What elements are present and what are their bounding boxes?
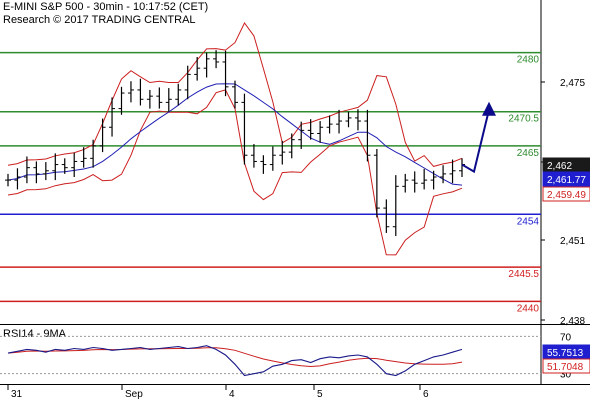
rsi-badge-text: 55.7513 [547, 348, 584, 359]
rsi-ma-line [7, 347, 463, 368]
level-label-0: 2480 [517, 55, 540, 66]
price-bar [459, 158, 465, 177]
price-bar [222, 50, 229, 97]
price-bar [165, 88, 172, 112]
rsi-badge-blue: 55.7513 [542, 344, 590, 360]
price-bar [203, 52, 210, 78]
price-bar [269, 146, 276, 171]
price-bar [288, 133, 295, 159]
level-label-3: 2454 [517, 216, 540, 227]
support-resistance-levels: 2480 2470.5 2465 2454 2445.5 2440 [0, 51, 541, 314]
price-bar [317, 121, 324, 143]
rsi-title: RSI14 - 9MA [3, 328, 67, 340]
time-tick-label: 31 [11, 389, 23, 400]
price-bar [52, 153, 59, 181]
rsi-badge-bg [542, 358, 590, 374]
price-bar [402, 173, 409, 193]
rsi-tick-label: 70 [560, 332, 572, 343]
price-bar [241, 93, 248, 165]
panel-frames [0, 0, 590, 385]
price-bar [440, 165, 447, 184]
price-badge-blue: 2,461.77 [542, 171, 590, 187]
price-tick-label: 2,451 [560, 236, 585, 247]
price-bar [109, 97, 116, 137]
rsi-line [7, 345, 463, 377]
price-bar [80, 147, 87, 168]
price-bar [146, 89, 153, 109]
chart-title: E-MINI S&P 500 - 30min - 10:17:52 (CET) [3, 1, 209, 13]
rsi-badge-red: 51.7048 [542, 358, 590, 374]
price-bar [175, 83, 182, 106]
price-bar [232, 80, 238, 109]
price-badges: 2,462 2,461.77 2,459.49 [542, 157, 590, 202]
time-tick-label: 5 [317, 389, 323, 400]
price-badge-bg [542, 186, 590, 202]
price-bar [373, 149, 380, 218]
price-bar [14, 168, 21, 190]
lower-band [7, 89, 463, 256]
arrow-shaft [461, 109, 490, 174]
rsi-badge-text: 51.7048 [547, 362, 584, 373]
price-badge-bg [542, 171, 590, 187]
price-bar [250, 144, 257, 168]
price-bar [156, 87, 163, 109]
time-tick-label: 6 [423, 389, 429, 400]
price-bar [383, 199, 390, 233]
price-badge-dark: 2,462 [542, 157, 590, 173]
price-bar [279, 140, 286, 165]
price-bar [421, 168, 428, 190]
price-bar [127, 81, 134, 103]
price-bar [354, 109, 361, 131]
price-bar [392, 175, 399, 237]
price-badge-text: 2,461.77 [547, 175, 586, 186]
price-bar [345, 111, 352, 128]
rsi-tick-label: 30 [560, 370, 572, 381]
level-label-5: 2440 [517, 303, 540, 314]
price-bar [23, 156, 30, 184]
level-label-1: 2470.5 [508, 114, 539, 125]
level-label-2: 2465 [517, 148, 540, 159]
level-label-4: 2445.5 [508, 269, 539, 280]
price-tick-label: 2,475 [560, 78, 585, 89]
price-bar [307, 119, 314, 140]
bollinger-bands [7, 22, 463, 256]
rsi-panel: RSI14 - 9MA 70 30 55.7513 51.7048 [0, 328, 590, 381]
price-bar [137, 78, 144, 106]
time-tick-label: 4 [229, 389, 235, 400]
projection-arrow [461, 101, 496, 174]
price-bar [298, 121, 305, 150]
price-bar [71, 152, 78, 177]
price-bar [5, 173, 11, 187]
price-badge-text: 2,459.49 [547, 190, 586, 201]
price-bar [194, 56, 201, 81]
price-bar [33, 161, 40, 184]
price-bar [411, 171, 418, 193]
price-bar [260, 155, 267, 174]
arrow-head [482, 101, 496, 116]
price-badge-text: 2,462 [547, 161, 572, 172]
price-bar [336, 109, 343, 134]
price-bar [90, 139, 97, 168]
price-bar [42, 162, 49, 181]
copyright-line: Research © 2017 TRADING CENTRAL [3, 14, 196, 26]
price-bar [184, 65, 191, 100]
price-bar [430, 170, 437, 190]
price-bar [364, 109, 371, 162]
price-bar [118, 86, 125, 115]
time-tick-label: Sep [125, 389, 143, 400]
price-bar [449, 159, 456, 184]
price-bar [326, 115, 333, 134]
price-badge-red: 2,459.49 [542, 186, 590, 202]
price-bar [61, 158, 68, 174]
price-tick-label: 2,438 [560, 316, 585, 327]
price-bars [5, 50, 465, 237]
time-axis: 31 Sep 4 5 6 [7, 384, 429, 400]
price-bar [213, 50, 220, 69]
price-bar [99, 118, 106, 153]
